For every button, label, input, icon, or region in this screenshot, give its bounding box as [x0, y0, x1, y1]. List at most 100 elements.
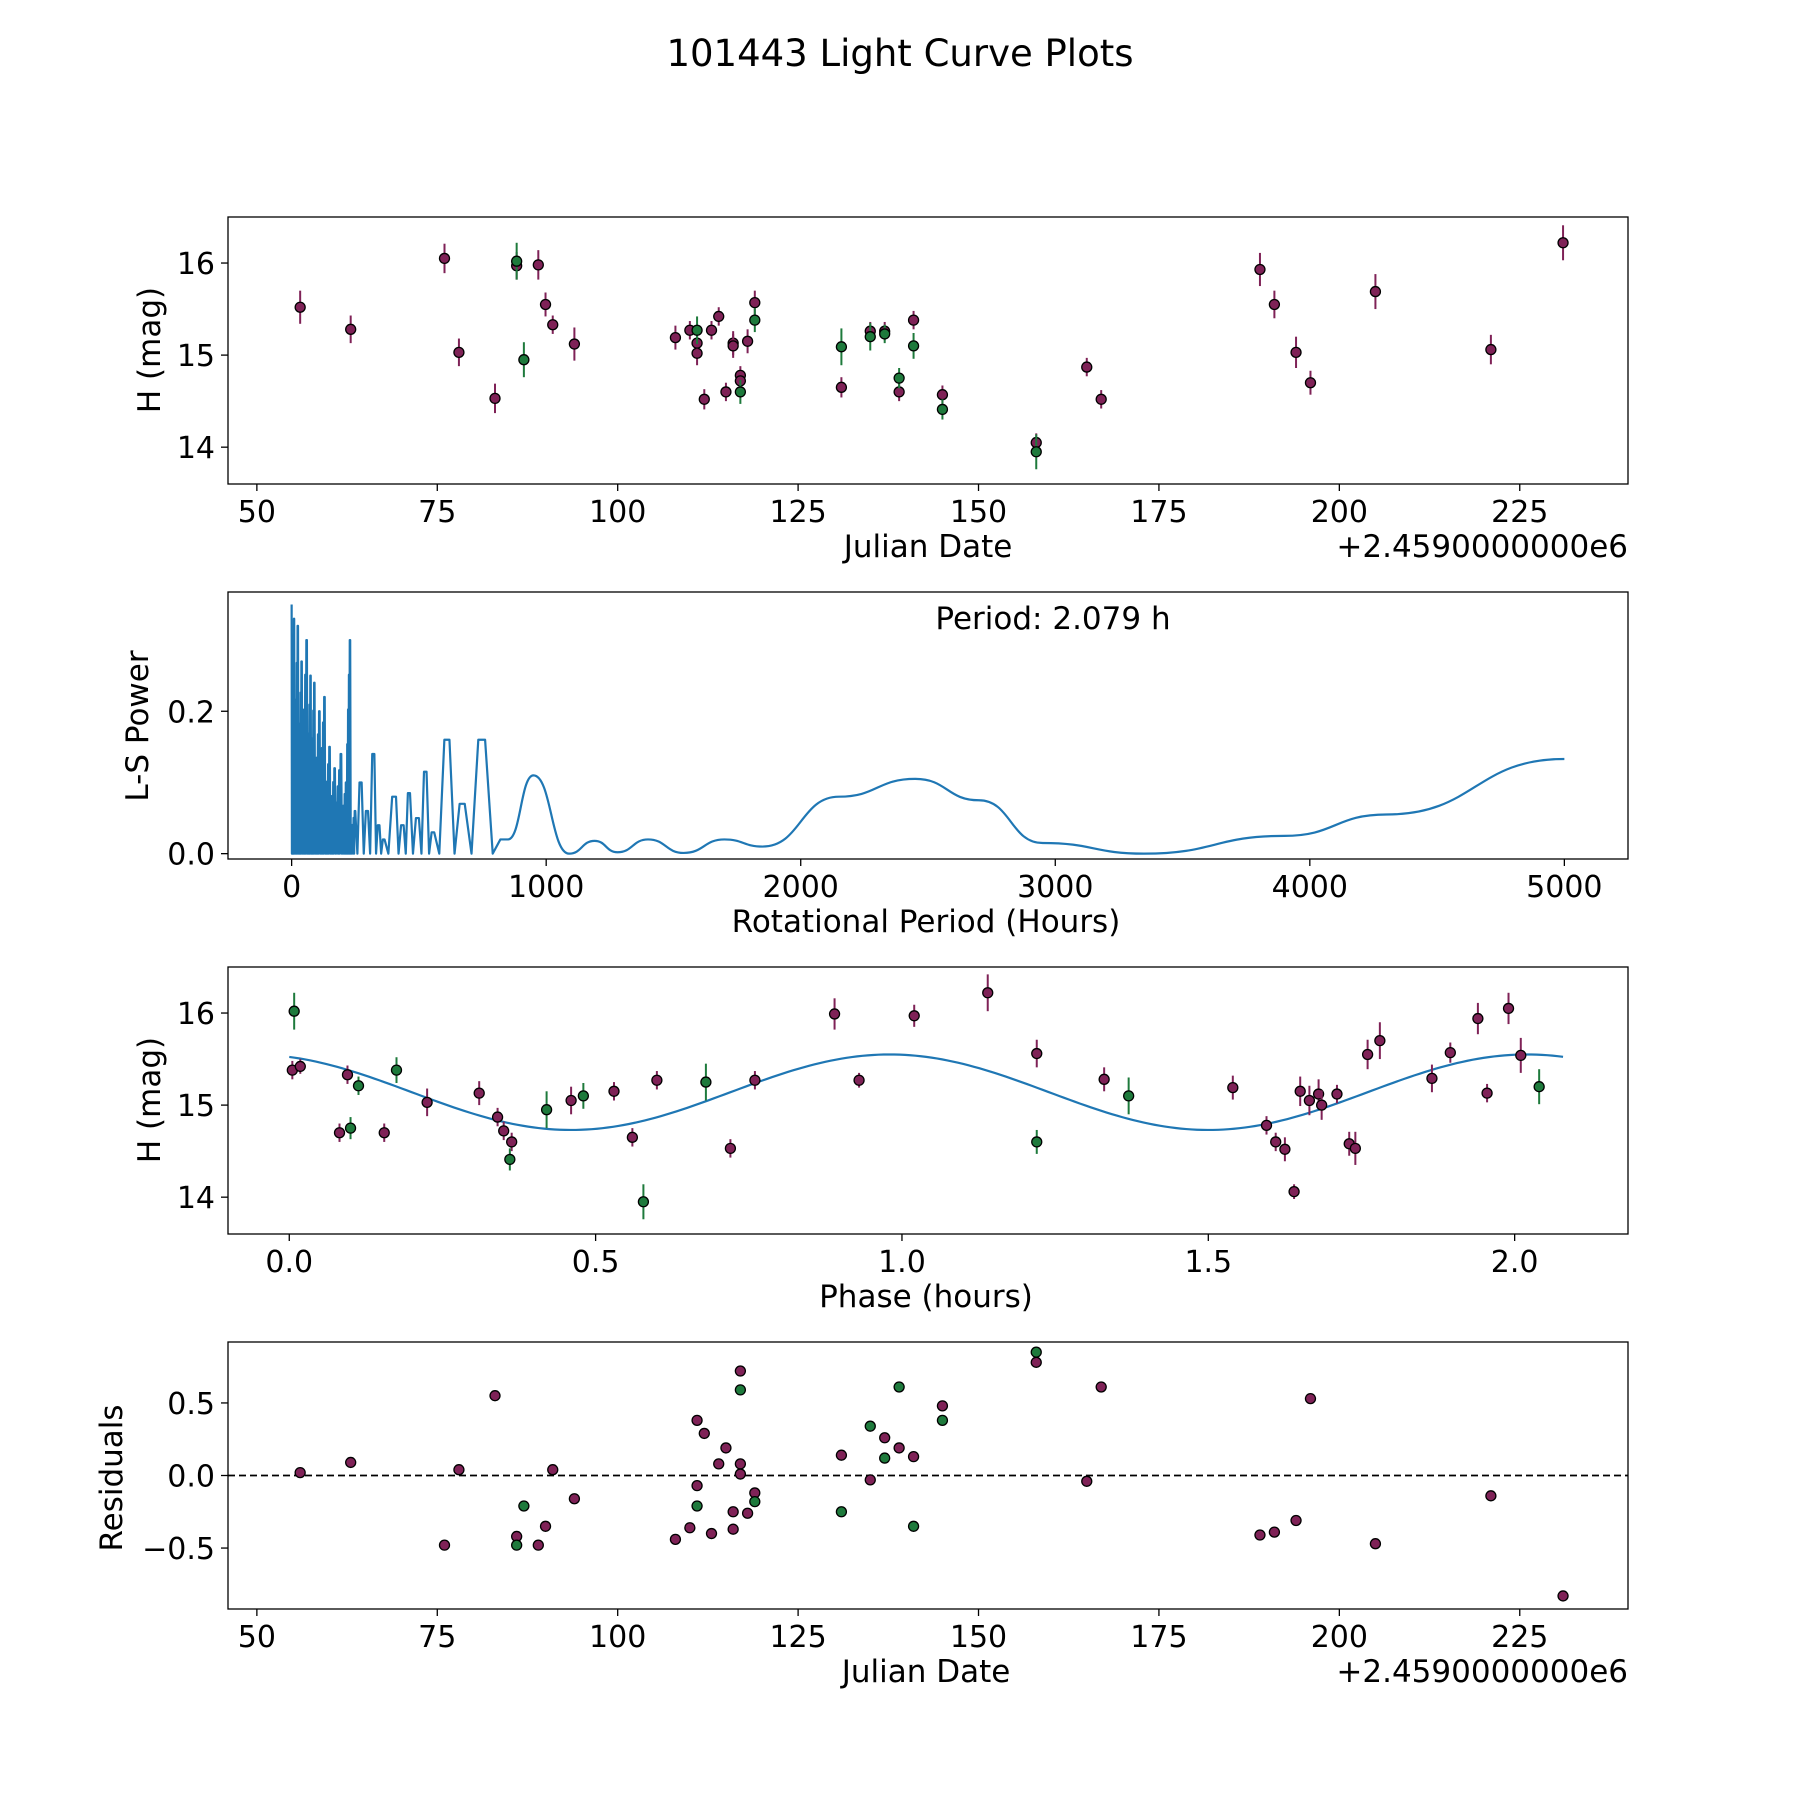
data-point	[1369, 1538, 1382, 1550]
data-point	[345, 1456, 357, 1469]
lightcurve-marks	[294, 225, 1569, 470]
periodogram-xtick-label: 0	[282, 870, 301, 905]
data-point	[893, 1442, 905, 1454]
figure-title: 101443 Light Curve Plots	[666, 32, 1133, 75]
data-point	[1031, 1136, 1043, 1148]
residuals-xtick-label: 175	[1130, 1620, 1187, 1655]
data-point	[1268, 298, 1281, 311]
data-point	[539, 1520, 552, 1532]
data-point	[294, 301, 306, 313]
data-point	[864, 331, 876, 343]
data-point	[608, 1085, 620, 1097]
data-point	[741, 335, 754, 347]
data-point	[532, 1539, 544, 1551]
residuals-ylabel: Residuals	[94, 1404, 130, 1551]
data-point	[705, 324, 718, 336]
data-point	[1374, 1035, 1386, 1047]
data-point	[511, 255, 523, 267]
data-point	[720, 386, 732, 398]
data-point	[691, 1500, 703, 1512]
lightcurve-ylabel: H (mag)	[132, 287, 168, 413]
data-point	[879, 328, 891, 340]
data-point	[727, 1506, 739, 1518]
residuals-xtick-label: 225	[1491, 1620, 1548, 1655]
data-point	[568, 1493, 581, 1505]
data-point	[864, 1474, 876, 1486]
data-point	[749, 1495, 761, 1508]
data-point	[568, 338, 581, 350]
periodogram-xtick-label: 1000	[508, 870, 584, 905]
data-point	[637, 1196, 650, 1208]
data-point	[1030, 446, 1042, 458]
data-point	[1279, 1143, 1291, 1155]
residuals-ytick-label: 0.0	[167, 1460, 215, 1495]
data-point	[489, 1390, 501, 1402]
data-point	[835, 341, 848, 353]
data-point	[700, 1076, 712, 1088]
data-point	[294, 1060, 306, 1073]
data-point	[1030, 1356, 1042, 1368]
data-point	[936, 1414, 949, 1427]
data-point	[518, 354, 530, 366]
lightcurve-xtick-label: 75	[418, 495, 456, 530]
data-point	[734, 1458, 747, 1470]
data-point	[565, 1094, 577, 1107]
data-point	[734, 1365, 747, 1377]
data-point	[489, 392, 501, 405]
data-point	[734, 1384, 747, 1396]
data-point	[1030, 1346, 1042, 1358]
data-point	[1270, 1136, 1282, 1148]
phased-panel: 0.0 0.5 1.0 1.5 2.0 14 15 16 Phase (hours) H (m…	[132, 966, 1629, 1315]
data-point	[352, 1080, 365, 1092]
data-point	[453, 346, 465, 358]
lightcurve-xtick-label: 200	[1311, 495, 1368, 530]
phased-axes-frame	[227, 966, 1629, 1235]
data-point	[1502, 1002, 1515, 1015]
data-point	[288, 1005, 300, 1017]
data-point	[390, 1064, 403, 1076]
data-point	[1290, 1514, 1302, 1527]
lightcurve-ytick-label: 14	[177, 431, 215, 466]
data-point	[1557, 237, 1569, 249]
data-point	[1081, 1475, 1093, 1487]
data-point	[540, 1104, 553, 1116]
data-point	[506, 1136, 518, 1148]
periodogram-ytick-label: 0.0	[167, 838, 215, 873]
phased-ticks: 0.0 0.5 1.0 1.5 2.0 14 15 16	[177, 997, 1539, 1280]
lightcurve-xlabel: Julian Date	[842, 529, 1013, 565]
data-point	[684, 1522, 696, 1534]
data-point	[691, 324, 703, 336]
data-point	[669, 331, 682, 344]
data-point	[853, 1074, 865, 1086]
data-point	[1316, 1099, 1328, 1111]
phased-xtick-label: 0.0	[265, 1245, 313, 1280]
data-point	[936, 1400, 949, 1412]
phased-xtick-label: 1.0	[878, 1245, 926, 1280]
data-point	[1123, 1090, 1135, 1102]
period-annotation: Period: 2.079 h	[935, 601, 1170, 637]
residuals-xtick-label: 125	[769, 1620, 826, 1655]
data-point	[378, 1127, 390, 1139]
data-point	[749, 314, 761, 326]
data-point	[438, 1539, 451, 1551]
lightcurve-ticks: 50 75 100 125 150 175 200 225 14 15 16	[177, 247, 1549, 530]
residuals-ytick-label: 0.5	[167, 1387, 215, 1422]
data-point	[724, 1142, 737, 1155]
data-point	[518, 1500, 530, 1512]
data-point	[698, 1427, 710, 1440]
data-point	[982, 987, 994, 999]
data-point	[1426, 1072, 1438, 1085]
data-point	[651, 1074, 663, 1086]
data-point	[734, 1468, 747, 1480]
data-point	[1304, 377, 1317, 389]
data-point	[691, 1480, 703, 1492]
lightcurve-ytick-label: 16	[177, 247, 215, 282]
residuals-ticks: 50 75 100 125 150 175 200 225 −0.5 0.0 0.5	[142, 1387, 1548, 1655]
periodogram-ylabel: L-S Power	[120, 650, 156, 801]
data-point	[1331, 1088, 1343, 1100]
data-point	[547, 1464, 559, 1476]
data-point	[1290, 346, 1302, 358]
data-point	[511, 1539, 523, 1551]
lightcurve-axes-frame	[227, 216, 1629, 485]
data-point	[908, 1010, 920, 1022]
